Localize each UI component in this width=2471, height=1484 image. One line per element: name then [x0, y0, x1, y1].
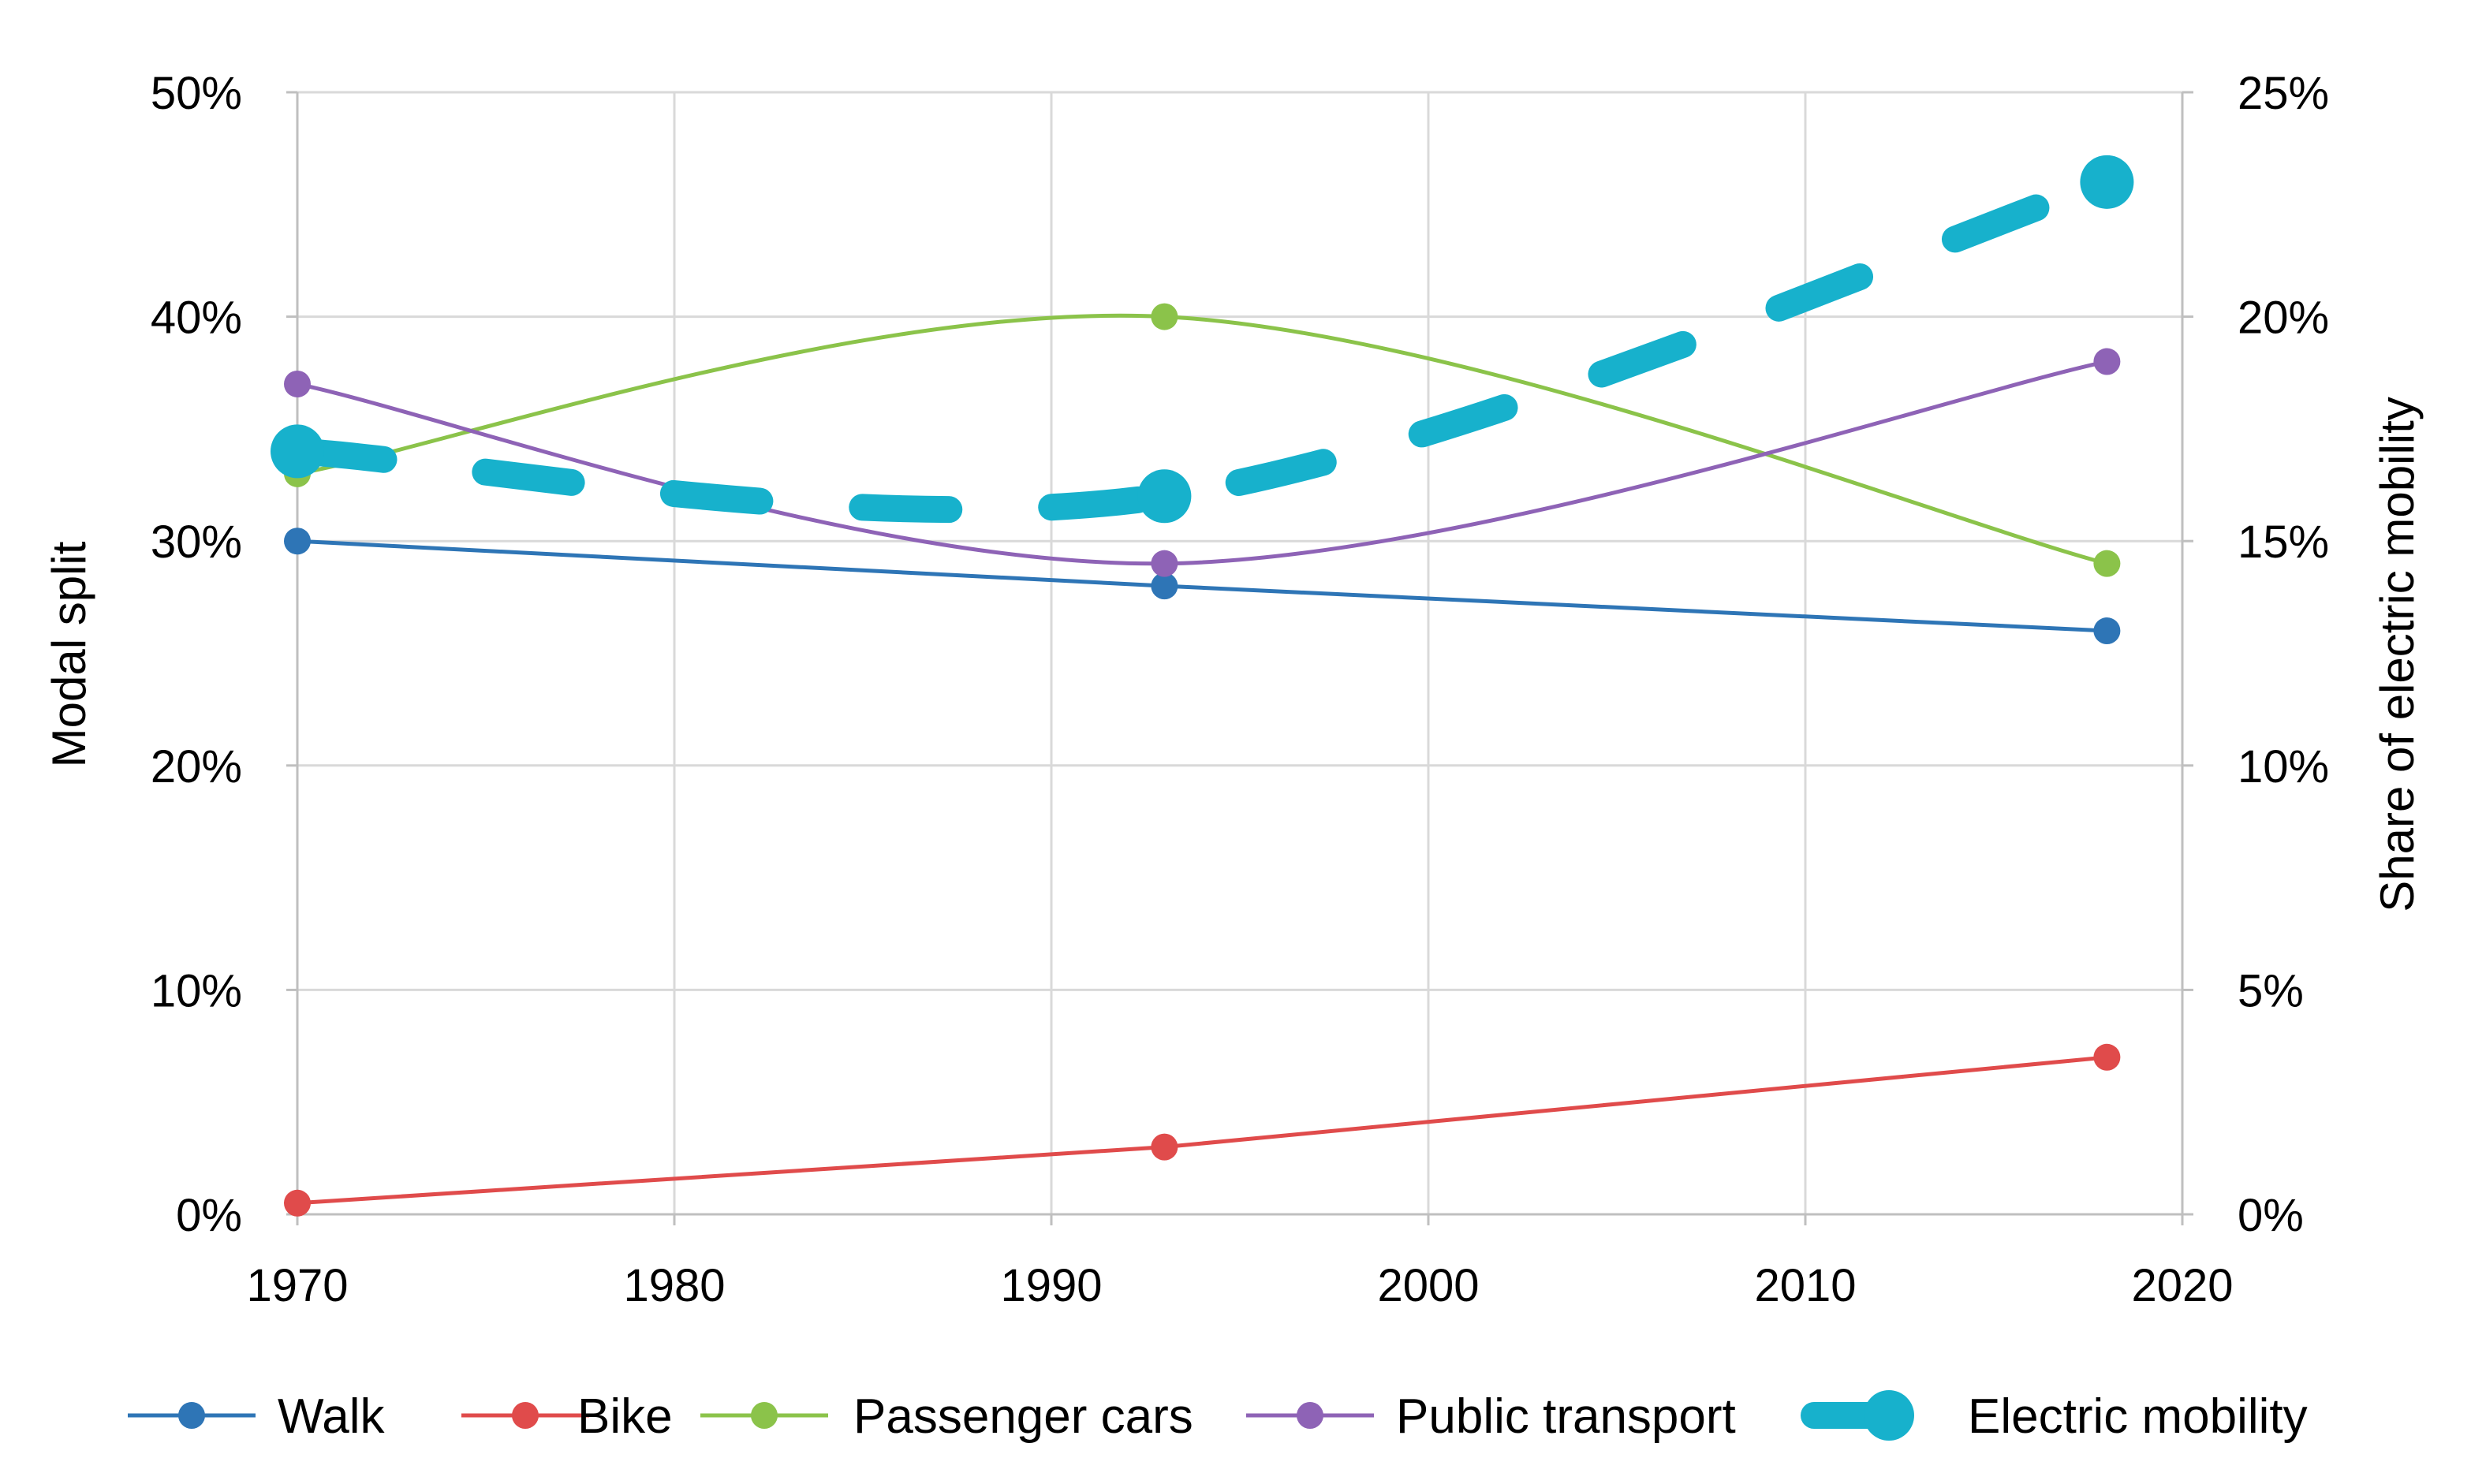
legend-swatch-marker	[1864, 1390, 1914, 1441]
x-tick-label: 1990	[1000, 1260, 1102, 1311]
data-point-electric-mobility-1993	[1137, 469, 1192, 524]
x-tick-label: 1980	[623, 1260, 725, 1311]
data-point-walk-1970	[284, 528, 311, 555]
legend-item-walk: Walk	[128, 1389, 385, 1444]
legend: Walk Bike Passenger cars Public transport El…	[128, 1389, 2308, 1444]
legend-label-bike: Bike	[577, 1389, 673, 1444]
y-axis-title: Modal split	[43, 541, 95, 767]
axes	[286, 91, 2193, 1225]
legend-swatch-marker	[178, 1402, 205, 1429]
x-tick-label: 1970	[246, 1260, 348, 1311]
data-point-electric-mobility-1970	[271, 424, 324, 479]
y2-tick-label: 0%	[2238, 1190, 2304, 1241]
legend-label-electric-mobility: Electric mobility	[1968, 1389, 2308, 1444]
data-point-public-transport-1993	[1151, 550, 1178, 577]
data-point-passenger-cars-2018	[2093, 550, 2121, 577]
y2-tick-label: 5%	[2238, 965, 2304, 1016]
y-tick-label: 10%	[151, 965, 242, 1016]
y2-tick-label: 10%	[2238, 741, 2329, 792]
legend-swatch-marker	[751, 1402, 778, 1429]
x-tick-label: 2000	[1377, 1260, 1479, 1311]
x-tick-label: 2020	[2131, 1260, 2233, 1311]
y2-axis-title: Share of electric mobility	[2371, 397, 2424, 912]
data-point-walk-1993	[1151, 572, 1178, 600]
y-tick-label: 20%	[151, 741, 242, 792]
series-layer	[271, 155, 2134, 1217]
tick-labels: 0% 10% 20% 30% 40% 50% 0% 5% 10% 15% 20% 25% 1970 198…	[151, 68, 2329, 1311]
data-point-public-transport-2018	[2093, 348, 2121, 375]
y-tick-label: 0%	[176, 1190, 242, 1241]
x-tick-label: 2010	[1754, 1260, 1856, 1311]
y2-tick-label: 15%	[2238, 516, 2329, 568]
y-tick-label: 40%	[151, 293, 242, 344]
data-point-bike-1970	[284, 1189, 311, 1217]
legend-item-passenger-cars: Passenger cars	[700, 1389, 1193, 1444]
legend-label-passenger-cars: Passenger cars	[853, 1389, 1193, 1444]
data-point-walk-2018	[2093, 617, 2121, 645]
series-bike	[284, 1043, 2121, 1217]
y2-tick-label: 20%	[2238, 293, 2329, 344]
series-walk	[284, 528, 2121, 645]
data-point-public-transport-1970	[284, 370, 311, 397]
series-line-electric-mobility	[284, 168, 2121, 524]
y-tick-label: 30%	[151, 516, 242, 568]
series-public-transport	[284, 348, 2121, 577]
y2-tick-label: 25%	[2238, 68, 2329, 119]
legend-item-bike: Bike	[461, 1389, 673, 1444]
data-point-bike-2018	[2093, 1043, 2121, 1071]
data-point-passenger-cars-1993	[1151, 303, 1178, 330]
data-point-electric-mobility-2018	[2080, 155, 2134, 209]
series-electric-mobility	[271, 155, 2134, 524]
legend-swatch-marker	[512, 1402, 539, 1429]
legend-item-public-transport: Public transport	[1246, 1389, 1736, 1444]
legend-label-walk: Walk	[278, 1389, 385, 1444]
legend-swatch-marker	[1297, 1402, 1323, 1429]
data-point-bike-1993	[1151, 1133, 1178, 1161]
legend-label-public-transport: Public transport	[1396, 1389, 1736, 1444]
legend-item-electric-mobility: Electric mobility	[1801, 1389, 2308, 1444]
y-tick-label: 50%	[151, 68, 242, 119]
